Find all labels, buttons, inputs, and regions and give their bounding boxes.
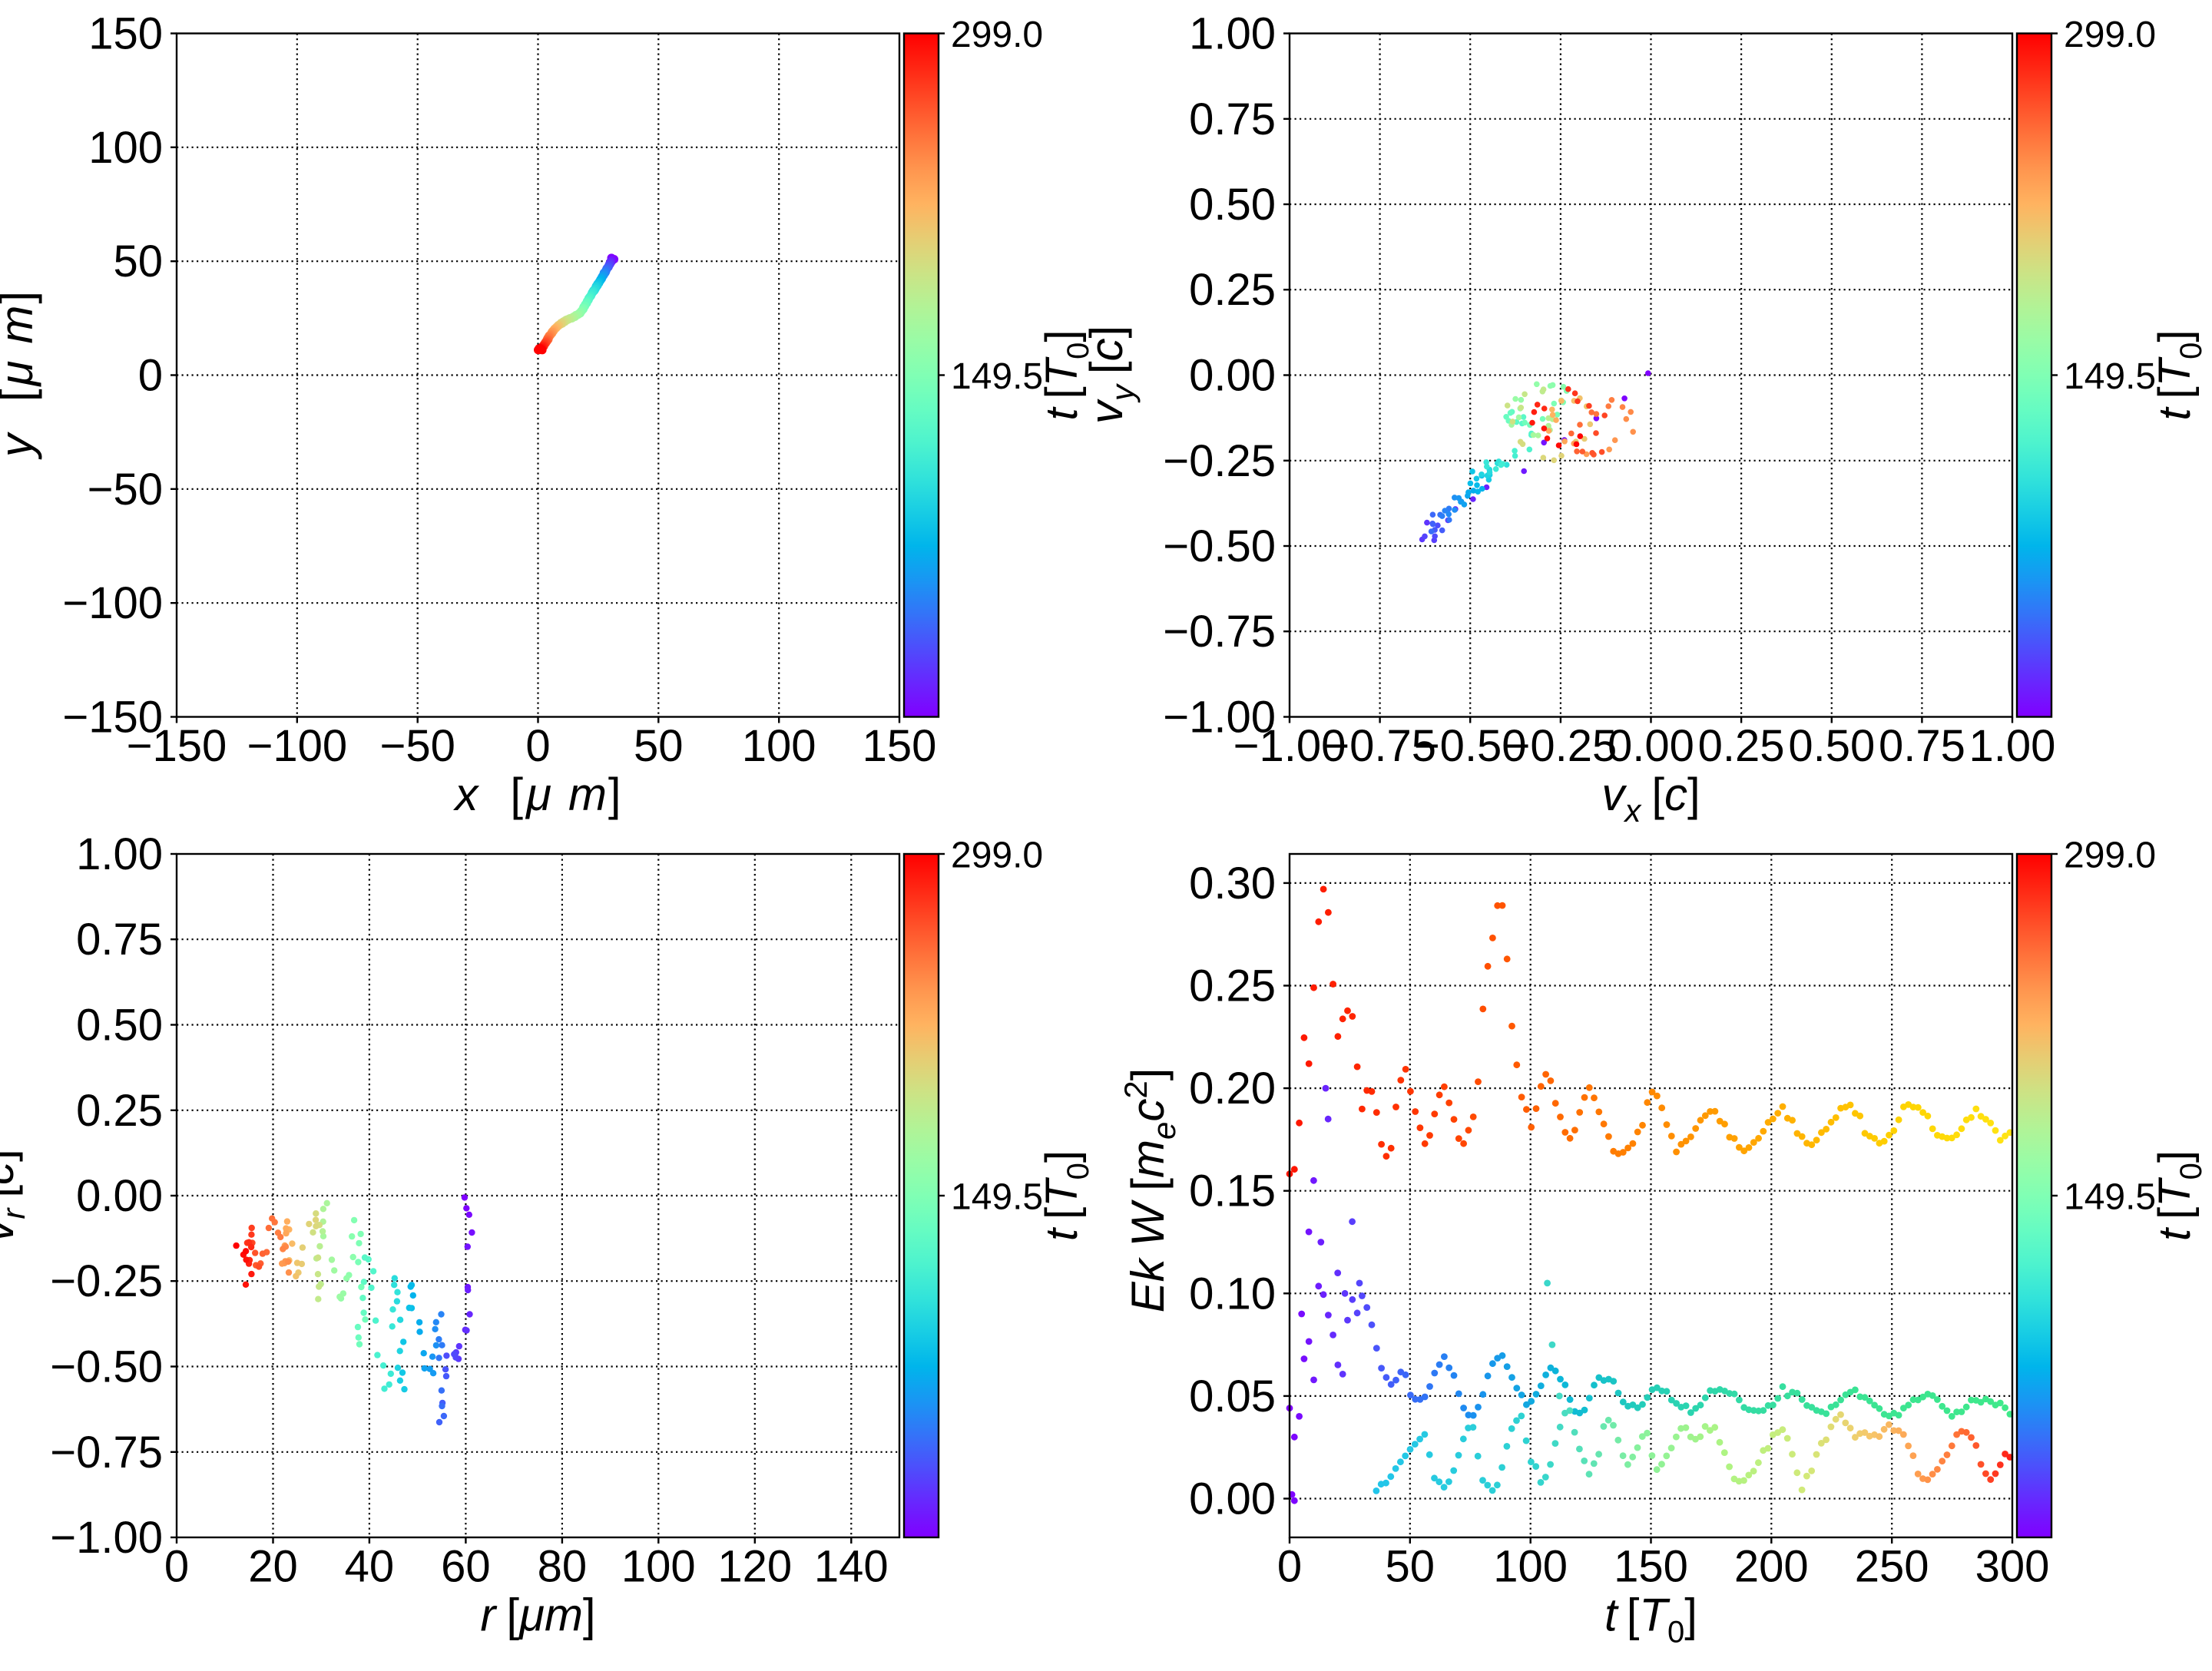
svg-text:t[T0]: t[T0]	[2150, 1150, 2208, 1241]
svg-text:0.05: 0.05	[1189, 1372, 1276, 1421]
svg-text:vr[c]: vr[c]	[0, 1149, 31, 1242]
svg-text:0.50: 0.50	[1788, 721, 1875, 771]
svg-text:vx[c]: vx [c]	[1601, 769, 1700, 829]
svg-text:−0.25: −0.25	[50, 1256, 163, 1306]
svg-text:150: 150	[863, 721, 937, 771]
svg-text:150: 150	[88, 9, 163, 59]
svg-text:0.00: 0.00	[1189, 1474, 1276, 1524]
svg-text:0.75: 0.75	[1879, 721, 1965, 771]
svg-text:0.00: 0.00	[1189, 351, 1276, 401]
svg-text:250: 250	[1855, 1542, 1929, 1592]
svg-text:150: 150	[1614, 1542, 1688, 1592]
svg-text:t[T0]: t[T0]	[1037, 329, 1095, 420]
svg-text:0: 0	[138, 351, 163, 401]
svg-text:r[μm]: r [μm]	[480, 1590, 595, 1641]
svg-text:−50: −50	[380, 721, 455, 771]
svg-text:1.00: 1.00	[76, 829, 163, 879]
svg-text:t[T0]: t[T0]	[2150, 329, 2208, 420]
svg-text:−100: −100	[247, 721, 347, 771]
svg-text:0.75: 0.75	[1189, 94, 1276, 144]
svg-text:140: 140	[814, 1542, 889, 1592]
svg-text:149.5: 149.5	[2064, 356, 2156, 397]
svg-text:0.30: 0.30	[1189, 859, 1276, 908]
svg-text:80: 80	[538, 1542, 588, 1592]
svg-text:0.25: 0.25	[76, 1086, 163, 1136]
svg-text:299.0: 299.0	[951, 15, 1043, 55]
svg-text:50: 50	[1386, 1542, 1435, 1592]
svg-text:200: 200	[1734, 1542, 1809, 1592]
svg-text:120: 120	[717, 1542, 792, 1592]
svg-text:EkW[mec2]: EkW[mec2]	[1118, 1068, 1182, 1313]
svg-text:−0.25: −0.25	[1505, 721, 1618, 771]
svg-text:−0.50: −0.50	[1414, 721, 1527, 771]
svg-text:0.00: 0.00	[76, 1171, 163, 1221]
svg-text:−0.75: −0.75	[1323, 721, 1436, 771]
svg-text:t[T0]: t[T0]	[1037, 1150, 1095, 1241]
svg-text:−150: −150	[127, 721, 227, 771]
svg-text:t[T0]: t[T0]	[1604, 1590, 1697, 1649]
svg-text:−50: −50	[88, 465, 163, 515]
svg-text:100: 100	[621, 1542, 696, 1592]
svg-text:0: 0	[525, 721, 550, 771]
svg-text:1.00: 1.00	[1189, 9, 1276, 59]
svg-text:x[μm]: x [μ m]	[452, 769, 621, 820]
svg-text:149.5: 149.5	[2064, 1177, 2156, 1218]
svg-text:149.5: 149.5	[951, 356, 1043, 397]
svg-text:0: 0	[1277, 1542, 1302, 1592]
svg-text:299.0: 299.0	[2064, 15, 2156, 55]
svg-text:100: 100	[1493, 1542, 1568, 1592]
svg-text:20: 20	[248, 1542, 298, 1592]
svg-text:0.20: 0.20	[1189, 1064, 1276, 1113]
svg-text:vy[c]: vy[c]	[1081, 326, 1141, 424]
svg-text:299.0: 299.0	[951, 836, 1043, 876]
svg-text:0.75: 0.75	[76, 915, 163, 965]
svg-text:−0.50: −0.50	[50, 1342, 163, 1392]
svg-text:300: 300	[1975, 1542, 2050, 1592]
svg-text:50: 50	[634, 721, 684, 771]
svg-text:100: 100	[742, 721, 816, 771]
svg-text:0.25: 0.25	[1189, 961, 1276, 1011]
svg-text:0.00: 0.00	[1608, 721, 1694, 771]
svg-text:−1.00: −1.00	[50, 1513, 163, 1563]
svg-text:0.50: 0.50	[1189, 180, 1276, 230]
svg-text:−0.75: −0.75	[1163, 607, 1276, 657]
svg-text:0.10: 0.10	[1189, 1269, 1276, 1319]
svg-text:−1.00: −1.00	[1163, 693, 1276, 743]
svg-text:149.5: 149.5	[951, 1177, 1043, 1218]
svg-text:−0.75: −0.75	[50, 1428, 163, 1477]
svg-text:299.0: 299.0	[2064, 836, 2156, 876]
svg-text:50: 50	[113, 237, 163, 286]
svg-text:60: 60	[441, 1542, 491, 1592]
svg-text:0: 0	[164, 1542, 189, 1592]
svg-text:−100: −100	[62, 578, 163, 628]
svg-text:0.50: 0.50	[76, 1001, 163, 1051]
svg-text:40: 40	[345, 1542, 395, 1592]
svg-text:0.25: 0.25	[1189, 265, 1276, 315]
svg-text:−0.50: −0.50	[1163, 521, 1276, 571]
svg-text:100: 100	[88, 123, 163, 173]
svg-text:1.00: 1.00	[1969, 721, 2056, 771]
svg-text:y[μm]: y[μm]	[0, 291, 42, 460]
svg-text:−150: −150	[62, 693, 163, 743]
svg-text:−0.25: −0.25	[1163, 436, 1276, 486]
svg-text:0.25: 0.25	[1698, 721, 1785, 771]
svg-text:−1.00: −1.00	[1233, 721, 1346, 771]
svg-text:0.15: 0.15	[1189, 1166, 1276, 1216]
